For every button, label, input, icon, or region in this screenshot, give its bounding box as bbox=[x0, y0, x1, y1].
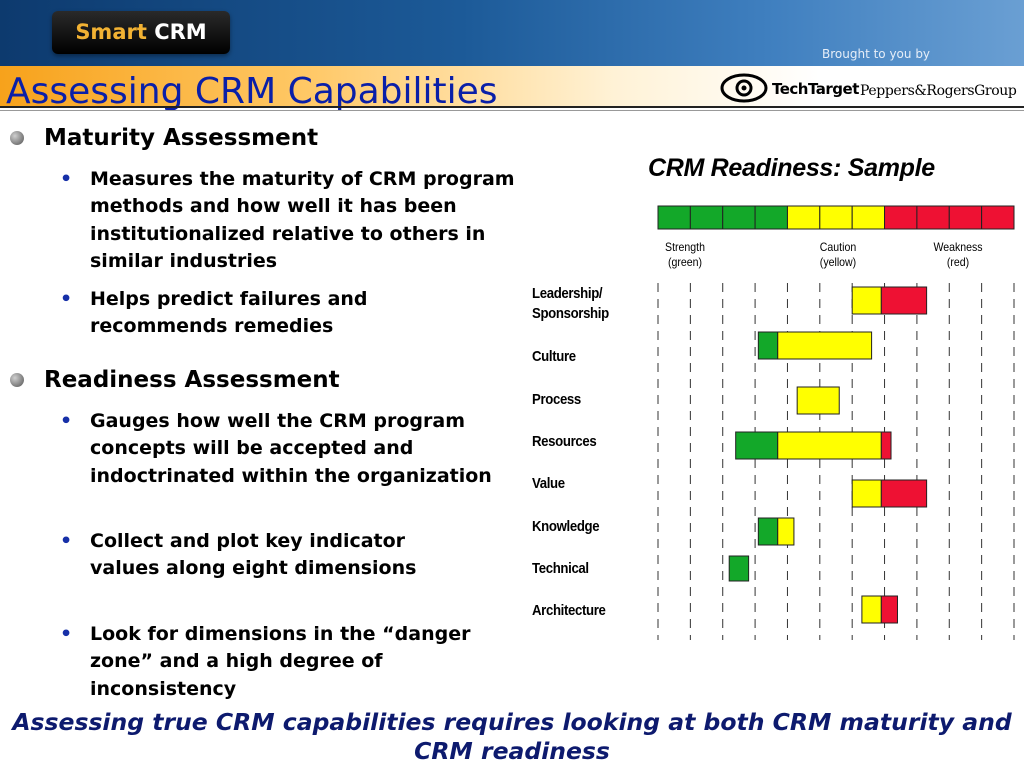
range-bar-yellow bbox=[851, 479, 882, 508]
range-bar-red bbox=[880, 286, 928, 315]
legend-label-yellow: Caution (yellow) bbox=[803, 240, 873, 270]
row-label-line: Leadership/ bbox=[532, 285, 603, 302]
bullet-text: Collect and plot key indicator values al… bbox=[90, 530, 417, 580]
legend-name: Weakness bbox=[933, 240, 983, 254]
conclusion-text: Assessing true CRM capabilities requires… bbox=[12, 708, 1012, 765]
slide-title: Assessing CRM Capabilities bbox=[6, 71, 498, 112]
legend-name: Strength bbox=[665, 240, 705, 254]
range-bar-red bbox=[880, 431, 892, 460]
legend-label-green: Strength (green) bbox=[650, 240, 720, 270]
scale-cell-red bbox=[916, 205, 950, 230]
range-bar-green bbox=[757, 331, 779, 360]
row-label: Architecture bbox=[532, 601, 606, 621]
row-label-line: Knowledge bbox=[532, 518, 600, 535]
range-bar-green bbox=[735, 431, 779, 460]
scale-cell-red bbox=[981, 205, 1015, 230]
row-label-line: Culture bbox=[532, 348, 576, 365]
range-bar-green bbox=[728, 555, 750, 582]
range-bar-yellow bbox=[777, 517, 795, 546]
header-band: Smart CRM Brought to you by bbox=[0, 0, 1024, 66]
scale-cell-yellow bbox=[819, 205, 853, 230]
bullet-icon: • bbox=[60, 288, 73, 310]
peppers-rogers-logo-text: Peppers&RogersGroup bbox=[860, 83, 1017, 99]
title-divider bbox=[0, 106, 1024, 108]
range-bar-green bbox=[757, 517, 779, 546]
chart-title: CRM Readiness: Sample bbox=[648, 154, 935, 182]
legend-label-red: Weakness (red) bbox=[923, 240, 993, 270]
bullet-icon: • bbox=[60, 623, 73, 645]
scale-cell-green bbox=[754, 205, 788, 230]
bullet-icon: • bbox=[60, 530, 73, 552]
bullet-text: Helps predict failures and recommends re… bbox=[90, 288, 368, 338]
row-label: Value bbox=[532, 474, 565, 494]
row-label: Process bbox=[532, 390, 581, 410]
bullet-icon: • bbox=[60, 168, 73, 190]
row-label-line: Architecture bbox=[532, 602, 606, 619]
scale-cell-red bbox=[884, 205, 918, 230]
range-bar-red bbox=[880, 479, 928, 508]
row-label-line: Value bbox=[532, 475, 565, 492]
logo-word-smart: Smart bbox=[75, 20, 147, 44]
row-label-line: Sponsorship bbox=[532, 305, 609, 322]
smart-crm-logo: Smart CRM bbox=[52, 11, 230, 54]
title-band bbox=[0, 66, 1024, 106]
row-label-line: Resources bbox=[532, 433, 597, 450]
range-bar-yellow bbox=[796, 386, 840, 415]
legend-color-name: (green) bbox=[667, 255, 703, 269]
bullet-dot-icon bbox=[10, 131, 24, 145]
scale-cell-green bbox=[689, 205, 724, 230]
brought-to-you-by: Brought to you by bbox=[822, 47, 931, 61]
techtarget-eye-icon bbox=[720, 73, 768, 103]
bullet-text: Look for dimensions in the “danger zone”… bbox=[90, 623, 471, 700]
range-bar-yellow bbox=[851, 286, 882, 315]
legend-color-name: (yellow) bbox=[819, 255, 857, 269]
row-label: Leadership/Sponsorship bbox=[532, 284, 609, 324]
range-bar-red bbox=[880, 595, 898, 624]
techtarget-logo-text: TechTarget bbox=[772, 80, 859, 98]
range-bar-yellow bbox=[777, 331, 873, 360]
scale-cell-red bbox=[948, 205, 983, 230]
range-bar-yellow bbox=[861, 595, 882, 624]
scale-cell-yellow bbox=[851, 205, 886, 230]
legend-color-name: (red) bbox=[946, 255, 970, 269]
bullet-icon: • bbox=[60, 410, 73, 432]
row-label-line: Technical bbox=[532, 560, 589, 577]
row-label: Resources bbox=[532, 432, 597, 452]
logo-word-crm: CRM bbox=[154, 20, 207, 44]
scale-cell-green bbox=[657, 205, 691, 230]
row-label: Culture bbox=[532, 347, 576, 367]
legend-name: Caution bbox=[819, 240, 857, 254]
bullet-text: Measures the maturity of CRM program met… bbox=[90, 168, 515, 272]
title-divider-thin bbox=[0, 110, 1024, 111]
range-bar-yellow bbox=[777, 431, 882, 460]
row-label-line: Process bbox=[532, 391, 581, 408]
heading-text: Maturity Assessment bbox=[44, 125, 319, 151]
bullet-dot-icon bbox=[10, 373, 24, 387]
scale-cell-green bbox=[722, 205, 756, 230]
heading-text: Readiness Assessment bbox=[44, 367, 340, 393]
row-label: Knowledge bbox=[532, 517, 600, 537]
scale-cell-yellow bbox=[786, 205, 821, 230]
row-label: Technical bbox=[532, 559, 589, 579]
bullet-text: Gauges how well the CRM program concepts… bbox=[90, 410, 492, 487]
